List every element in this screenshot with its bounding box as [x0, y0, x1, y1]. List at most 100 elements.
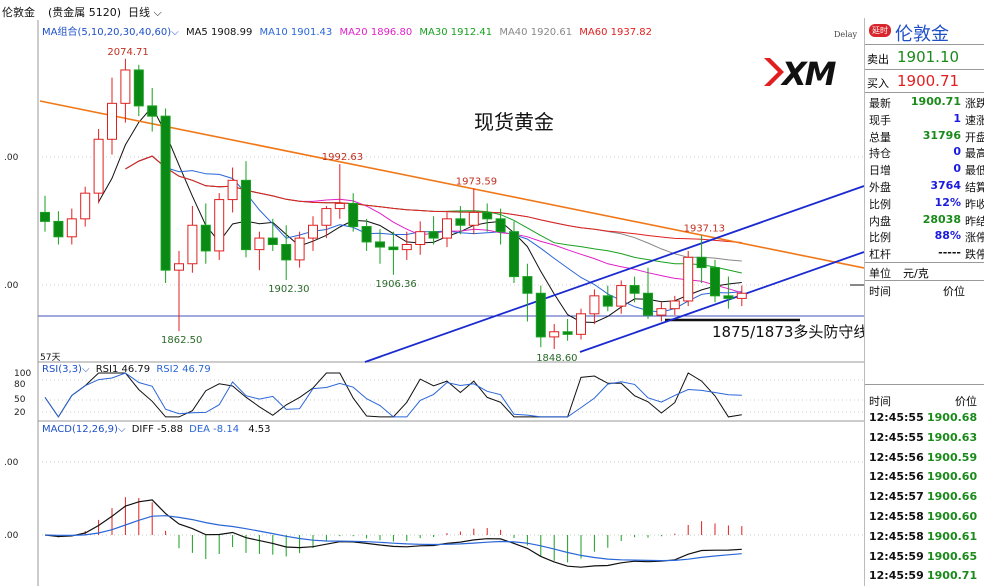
candle — [187, 224, 198, 265]
candle — [267, 237, 278, 245]
y-tick-label: .00 — [4, 153, 19, 163]
stat-label: 内盘 — [869, 214, 891, 228]
stat-right-label: 速涨 — [965, 113, 984, 127]
stat-label: 现手 — [869, 113, 891, 127]
candle — [549, 331, 560, 338]
rsi-legend-label[interactable]: RSI(3,3) — [42, 364, 82, 375]
tick-price: 1900.71 — [927, 569, 978, 583]
stat-row: 杠杆 ----- 跌停 — [865, 245, 984, 262]
candle — [482, 211, 493, 220]
rsi-tick-label: 80 — [14, 380, 26, 390]
candle — [442, 218, 452, 239]
tick-price: 1900.60 — [927, 510, 978, 523]
stat-value: 12% — [934, 195, 961, 209]
tick-row: 12:45:56 1900.59 — [865, 450, 984, 467]
stat-row: 最新 1900.71 涨跌 — [865, 94, 984, 111]
macd-legend-label[interactable]: MACD(12,26,9) — [42, 424, 118, 435]
stat-right-label: 最高 — [965, 147, 984, 161]
tick-price: 1900.66 — [927, 490, 978, 504]
diff-value: DIFF -5.88 — [131, 424, 183, 435]
candle — [334, 202, 345, 210]
price-label: 1848.60 — [536, 353, 577, 364]
candle — [281, 244, 292, 261]
chevron-down-icon: ⌵ — [117, 424, 126, 435]
stat-value: 28038 — [922, 212, 961, 226]
candle — [602, 295, 613, 307]
candle — [710, 267, 720, 297]
time-header: 时间 — [869, 285, 891, 298]
xm-logo: XM — [760, 52, 856, 93]
stat-value: 0 — [953, 162, 961, 176]
chevron-down-icon: ⌵ — [81, 364, 90, 375]
candle — [160, 115, 171, 271]
sell-label: 卖出 — [867, 53, 889, 66]
rsi2-value: RSI2 46.79 — [156, 364, 211, 375]
buy-value: 1900.71 — [897, 72, 960, 90]
symbol-detail: (贵金属 5120) — [48, 6, 122, 19]
price-label: 1992.63 — [322, 152, 363, 163]
stat-row: 外盘 3764 结算 — [865, 178, 984, 195]
candle — [147, 105, 158, 117]
candle — [455, 218, 466, 226]
stat-value: 88% — [934, 229, 961, 243]
dea-line — [44, 515, 742, 562]
stat-row: 比例 12% 昨收 — [865, 195, 984, 212]
candle — [375, 241, 385, 248]
candle — [535, 292, 546, 338]
macd-legend: MACD(12,26,9)⌵ DIFF -5.88 DEA -8.14 4.53 — [42, 424, 271, 435]
tick-row: 12:45:56 1900.60 — [865, 469, 984, 486]
quote-title: 延时 伦敦金 — [865, 20, 984, 45]
candle — [683, 256, 694, 302]
tick-row: 12:45:57 1900.66 — [865, 489, 984, 506]
candle — [40, 211, 50, 222]
symbol-name[interactable]: 伦敦金 — [2, 6, 35, 19]
rsi-tick-label: 100 — [14, 369, 31, 379]
time-header-top: 时间 价位 — [865, 282, 984, 299]
stat-right-label: 开盘 — [965, 130, 984, 144]
tick-row: 12:45:55 1900.68 — [865, 410, 984, 427]
ma30-value: MA30 1912.41 — [419, 27, 493, 38]
rsi-legend: RSI(3,3)⌵ RSI1 46.79 RSI2 46.79 — [42, 364, 211, 375]
tick-time: 12:45:58 — [869, 510, 924, 523]
stat-label: 总量 — [869, 130, 891, 144]
candle — [415, 231, 426, 246]
quote-symbol: 伦敦金 — [895, 24, 949, 45]
sell-row[interactable]: 卖出 1901.10 — [865, 48, 984, 68]
candle — [241, 179, 251, 251]
candle — [509, 231, 519, 278]
stat-value: ----- — [938, 246, 961, 260]
candle — [348, 202, 359, 228]
tick-time: 12:45:56 — [869, 450, 924, 464]
stat-label: 杠杆 — [869, 248, 891, 262]
stat-value: 1 — [953, 111, 961, 125]
candle — [200, 224, 211, 252]
stat-label: 比例 — [869, 231, 891, 245]
kline-chart[interactable]: 2074.71 1992.63 1973.59 1937.13 1902.30 1906.… — [0, 0, 864, 586]
price-header: 价位 — [955, 395, 977, 408]
buy-label: 买入 — [867, 77, 889, 90]
dea-value: DEA -8.14 — [189, 424, 240, 435]
unit-row: 单位 元/克 — [865, 264, 984, 281]
tick-row: 12:45:59 1900.65 — [865, 549, 984, 566]
stat-value: 1900.71 — [910, 95, 961, 108]
candle — [522, 276, 533, 294]
stat-row: 日增 0 最低 — [865, 161, 984, 178]
price-label: 1906.36 — [375, 279, 416, 290]
candle — [107, 102, 117, 140]
rsi1-line — [44, 372, 742, 418]
stat-row: 持仓 0 最高 — [865, 144, 984, 161]
tick-price: 1900.68 — [927, 411, 978, 424]
candle — [133, 69, 144, 107]
candle — [428, 231, 439, 239]
delay-badge: 延时 — [869, 24, 891, 37]
price-label: 1862.50 — [161, 335, 202, 346]
candle — [696, 256, 707, 269]
tick-time: 12:45:55 — [869, 430, 924, 444]
buy-row[interactable]: 买入 1900.71 — [865, 72, 984, 92]
candle — [576, 313, 586, 335]
ma-legend-label[interactable]: MA组合(5,10,20,30,40,60) — [42, 27, 172, 38]
stat-row: 内盘 28038 昨结 — [865, 212, 984, 229]
period-selector[interactable]: 日线 ⌵ — [128, 4, 162, 20]
stat-label: 比例 — [869, 197, 891, 211]
quote-panel: 延时 伦敦金 卖出 1901.10 买入 1900.71 最新 1900.71 涨跌… — [864, 18, 984, 586]
